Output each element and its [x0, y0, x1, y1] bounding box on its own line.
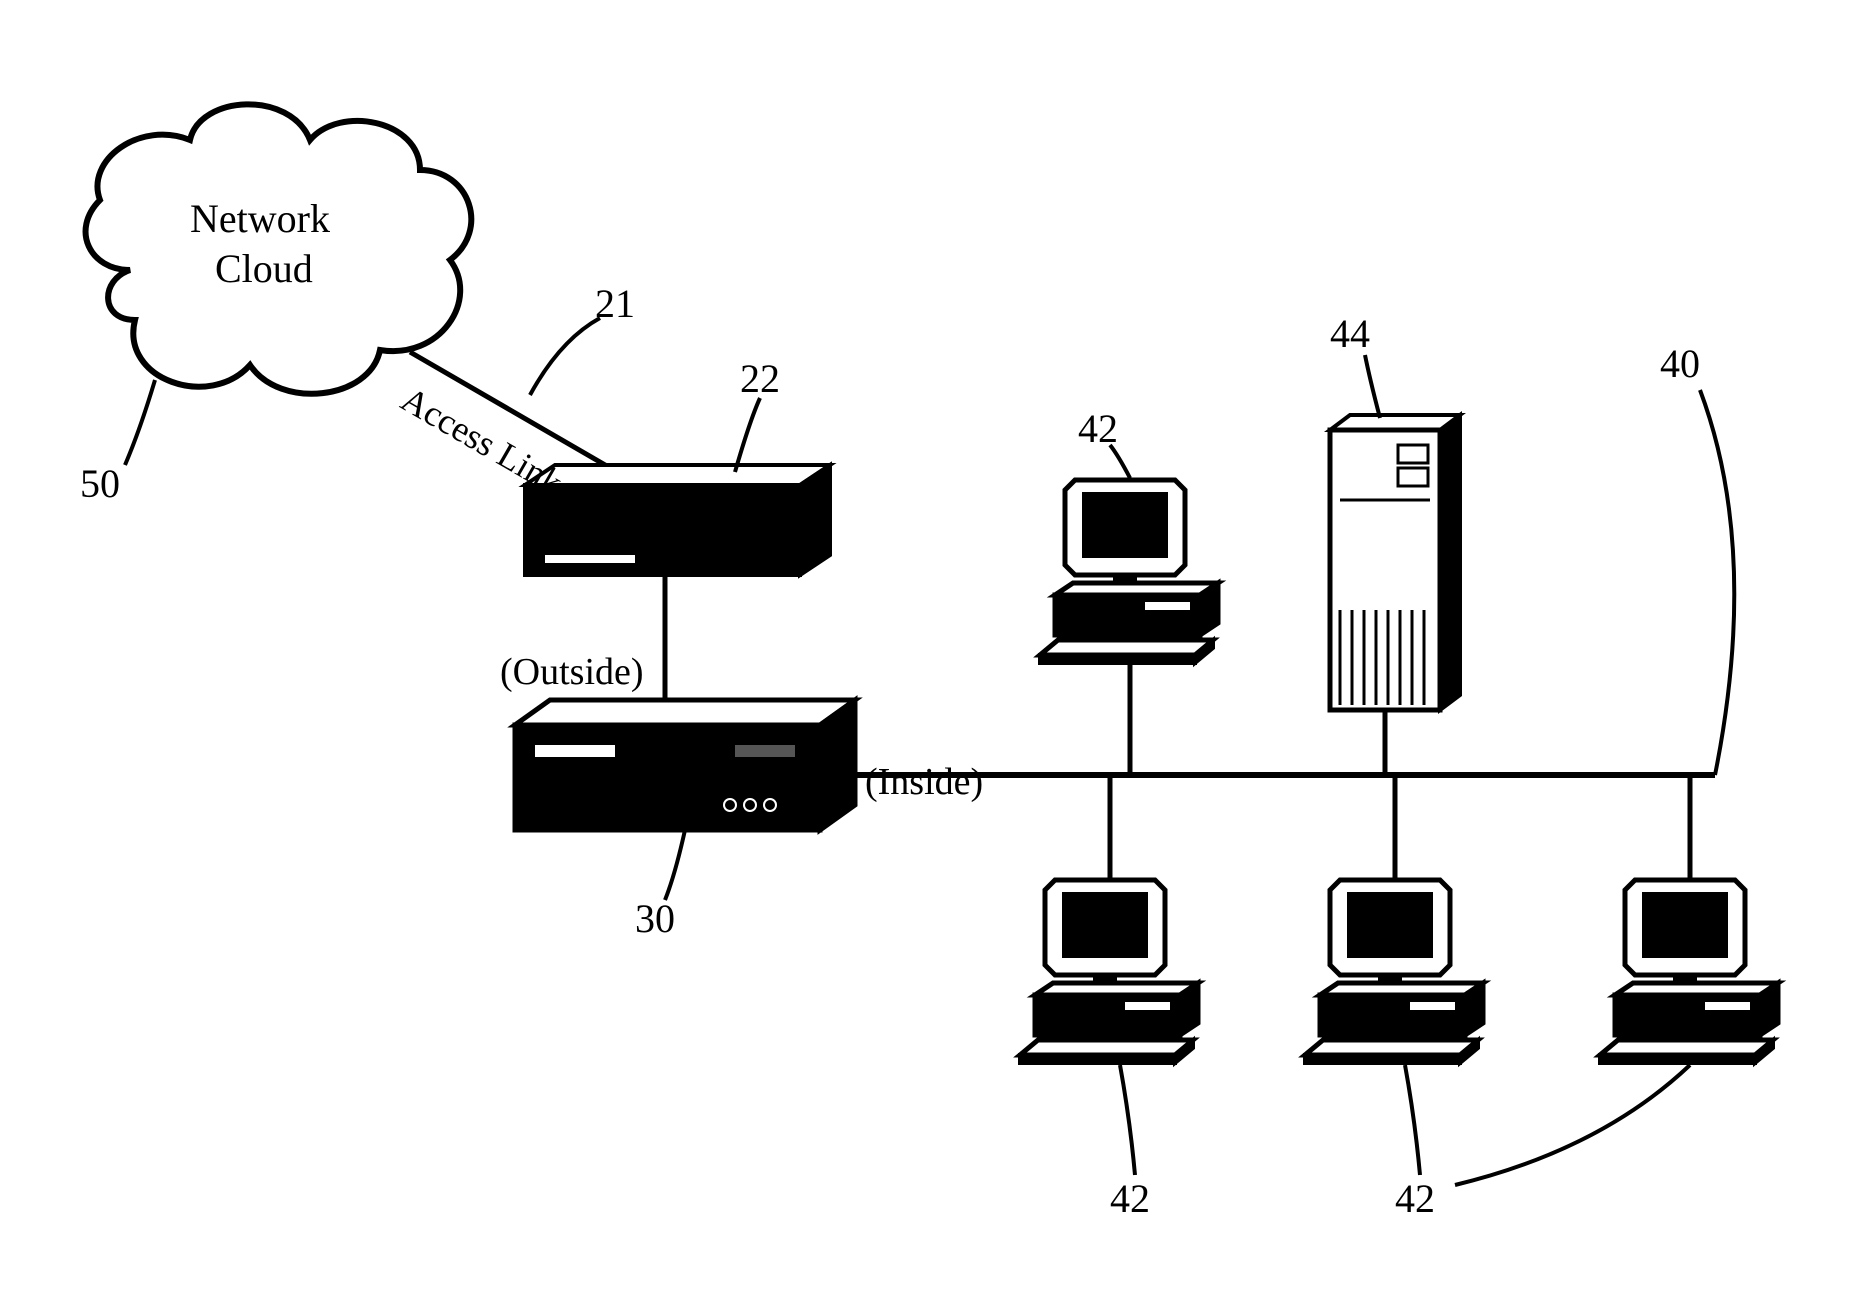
- router-device: [525, 465, 830, 575]
- leader-44: [1365, 355, 1380, 418]
- ref-42-top: 42: [1078, 405, 1118, 452]
- leader-40: [1700, 390, 1734, 775]
- server-tower: [1330, 415, 1460, 710]
- ref-30: 30: [635, 895, 675, 942]
- leader-22: [735, 398, 760, 472]
- cloud-label-line2: Cloud: [215, 245, 313, 292]
- leader-42-b3: [1455, 1065, 1690, 1185]
- leader-21: [530, 318, 600, 395]
- leader-42-b2: [1405, 1065, 1420, 1175]
- computer-b2: [1305, 880, 1483, 1063]
- computer-top: [1040, 480, 1218, 663]
- firewall-device: [515, 700, 855, 830]
- leader-50: [125, 380, 155, 465]
- leader-30: [665, 830, 685, 900]
- leader-42-b1: [1120, 1065, 1135, 1175]
- ref-44: 44: [1330, 310, 1370, 357]
- ref-21: 21: [595, 280, 635, 327]
- cloud-label-line1: Network: [190, 195, 330, 242]
- ref-22: 22: [740, 355, 780, 402]
- ref-50: 50: [80, 460, 120, 507]
- diagram-canvas: Network Cloud Access Link (Outside) (Ins…: [0, 0, 1868, 1309]
- outside-label: (Outside): [500, 650, 644, 694]
- computer-b1: [1020, 880, 1198, 1063]
- ref-40: 40: [1660, 340, 1700, 387]
- computer-b3: [1600, 880, 1778, 1063]
- ref-42-b1: 42: [1110, 1175, 1150, 1222]
- inside-label: (Inside): [865, 760, 983, 804]
- ref-42-b2: 42: [1395, 1175, 1435, 1222]
